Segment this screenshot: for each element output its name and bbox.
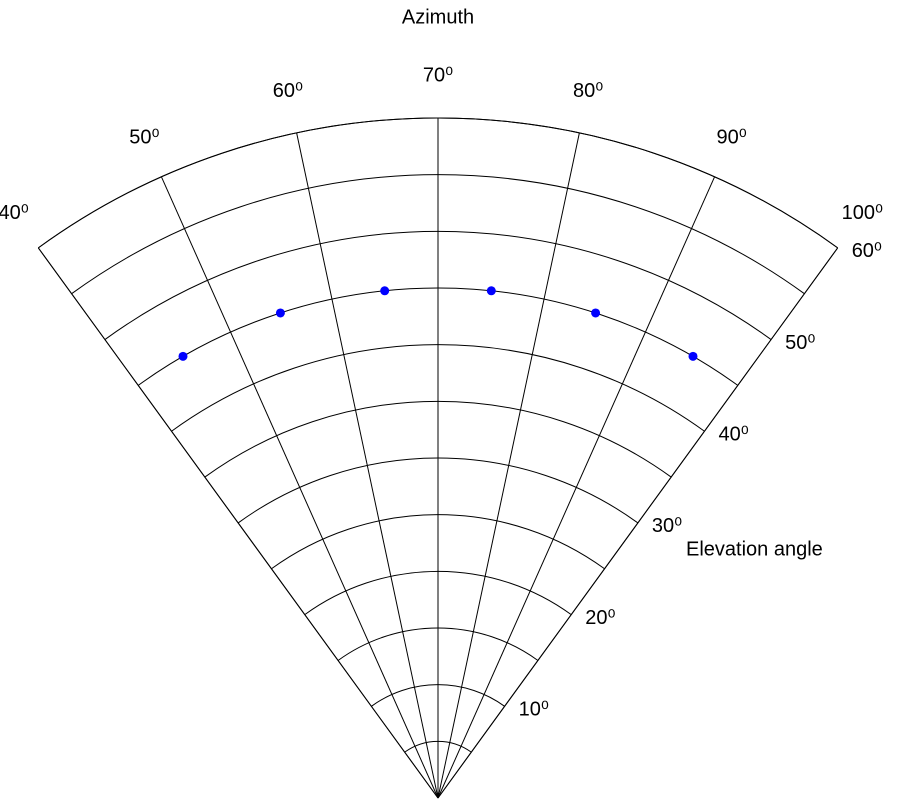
data-point xyxy=(178,351,188,361)
grid-spoke xyxy=(437,132,580,799)
y-tick-label: 20⁰ xyxy=(585,607,615,629)
y-tick-label: 60⁰ xyxy=(852,240,882,262)
x-tick-label: 90⁰ xyxy=(717,127,747,149)
x-tick-label: 40⁰ xyxy=(0,202,29,224)
x-tick-label: 80⁰ xyxy=(573,80,603,102)
x-tick-label: 50⁰ xyxy=(129,127,159,149)
data-point xyxy=(591,308,601,318)
data-point xyxy=(380,286,390,296)
y-tick-label: 10⁰ xyxy=(519,699,549,721)
grid-spoke xyxy=(37,247,439,799)
grid-spoke xyxy=(296,132,439,799)
grid-ring xyxy=(38,117,838,249)
y-tick-label: 50⁰ xyxy=(785,332,815,354)
y-axis-title: Elevation angle xyxy=(686,538,823,560)
grid-spoke xyxy=(437,247,839,799)
x-tick-label: 60⁰ xyxy=(273,80,303,102)
x-tick-label: 100⁰ xyxy=(842,202,883,224)
x-axis-title: Azimuth xyxy=(402,6,474,28)
y-tick-label: 40⁰ xyxy=(718,424,748,446)
grid-spoke xyxy=(437,176,716,799)
data-point xyxy=(275,308,285,318)
data-point xyxy=(688,351,698,361)
y-tick-label: 30⁰ xyxy=(652,515,682,537)
x-tick-label: 70⁰ xyxy=(423,64,453,86)
data-point xyxy=(486,286,496,296)
grid-spoke xyxy=(160,176,439,799)
